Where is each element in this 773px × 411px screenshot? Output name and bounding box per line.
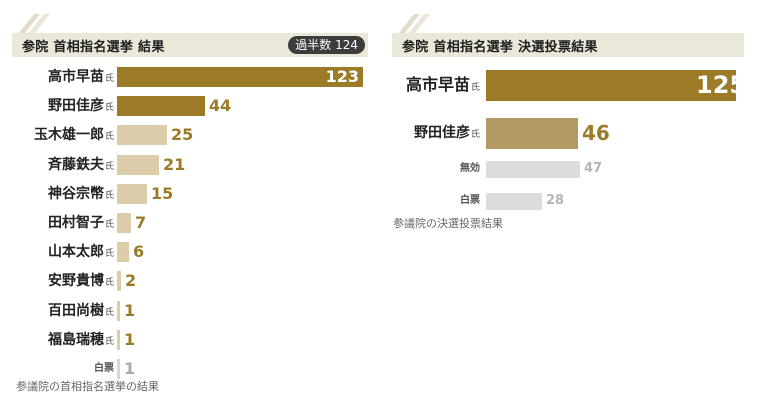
vote-count-label: 25 bbox=[171, 125, 194, 145]
candidate-name: 白票 bbox=[94, 357, 114, 381]
bar-row: 百田尚樹氏 1 bbox=[12, 299, 370, 323]
honorific-suffix: 氏 bbox=[104, 190, 114, 201]
honorific-suffix: 氏 bbox=[104, 336, 114, 347]
runoff-panel: 参院 首相指名選挙 決選投票結果 高市早苗氏 125 野田佳彦氏 46 無効 47 白票 28… bbox=[392, 10, 748, 240]
vote-count-label: 2 bbox=[125, 271, 137, 291]
vote-count-label: 1 bbox=[124, 359, 136, 378]
candidate-label: 神谷宗幣 bbox=[47, 185, 104, 202]
candidate-label: 野田佳彦 bbox=[47, 98, 104, 115]
bar-row: 山本太郎氏 6 bbox=[12, 240, 370, 264]
vote-count-label: 7 bbox=[135, 213, 147, 232]
candidate-label: 田村智子 bbox=[47, 215, 104, 231]
candidate-name: 高市早苗氏 bbox=[48, 65, 114, 91]
candidate-label: 白票 bbox=[94, 363, 114, 374]
chart-title-bar: 参院 首相指名選挙 決選投票結果 bbox=[392, 33, 744, 57]
candidate-name: 野田佳彦氏 bbox=[414, 116, 480, 152]
bar bbox=[117, 300, 120, 321]
honorific-suffix: 氏 bbox=[470, 130, 480, 140]
honorific-suffix: 氏 bbox=[104, 220, 114, 230]
header-ornament-icon bbox=[398, 14, 430, 34]
vote-count-label: 1 bbox=[124, 329, 136, 349]
bar-row: 安野貴博氏 2 bbox=[12, 269, 370, 293]
chart-title-bar: 参院 首相指名選挙 結果 過半数 124 bbox=[12, 33, 368, 57]
bar-row: 白票 1 bbox=[12, 357, 370, 381]
vote-count-label: 1 bbox=[124, 300, 136, 320]
candidate-name: 高市早苗氏 bbox=[406, 67, 480, 106]
bar-row: 斉藤鉄夫氏 21 bbox=[12, 153, 370, 177]
majority-badge: 過半数 124 bbox=[288, 36, 365, 54]
candidate-name: 田村智子氏 bbox=[48, 211, 114, 237]
candidate-name: 百田尚樹氏 bbox=[48, 299, 114, 325]
vote-count-label: 15 bbox=[151, 183, 174, 203]
honorific-suffix: 氏 bbox=[104, 307, 114, 318]
chart-caption: 参議院の首相指名選挙の結果 bbox=[16, 380, 159, 393]
candidate-label: 安野貴博 bbox=[47, 273, 104, 290]
bar bbox=[117, 183, 147, 204]
candidate-label: 無効 bbox=[460, 163, 480, 174]
bar bbox=[117, 359, 120, 379]
vote-count-label: 6 bbox=[133, 242, 145, 262]
candidate-name: 白票 bbox=[460, 190, 480, 212]
vote-count-label: 125 bbox=[696, 71, 747, 99]
vote-count-label: 21 bbox=[163, 154, 186, 174]
bar bbox=[117, 154, 159, 175]
bar bbox=[117, 329, 120, 350]
bar-row: 高市早苗氏 125 bbox=[392, 67, 750, 103]
candidate-label: 高市早苗 bbox=[405, 75, 470, 94]
candidate-label: 玉木雄一郎 bbox=[33, 127, 104, 144]
honorific-suffix: 氏 bbox=[104, 74, 114, 84]
header-ornament-icon bbox=[18, 14, 50, 34]
candidate-label: 百田尚樹 bbox=[47, 302, 104, 319]
bar-row: 白票 28 bbox=[392, 190, 750, 212]
honorific-suffix: 氏 bbox=[104, 249, 114, 260]
first-round-panel: 参院 首相指名選挙 結果 過半数 124 高市早苗氏 123 野田佳彦氏 44 玉木雄一… bbox=[12, 10, 370, 400]
vote-count-label: 44 bbox=[209, 96, 232, 116]
bar-row: 田村智子氏 7 bbox=[12, 211, 370, 235]
bar bbox=[117, 125, 167, 146]
bar bbox=[117, 96, 205, 117]
bar-row: 野田佳彦氏 44 bbox=[12, 94, 370, 118]
vote-count-label: 28 bbox=[546, 193, 565, 208]
candidate-name: 福島瑞穂氏 bbox=[48, 328, 114, 354]
candidate-name: 玉木雄一郎氏 bbox=[34, 123, 114, 149]
candidate-label: 野田佳彦 bbox=[413, 125, 470, 141]
candidate-label: 白票 bbox=[460, 195, 480, 206]
candidate-name: 無効 bbox=[460, 158, 480, 180]
candidate-name: 山本太郎氏 bbox=[48, 240, 114, 266]
honorific-suffix: 氏 bbox=[104, 132, 114, 143]
bar-row: 福島瑞穂氏 1 bbox=[12, 328, 370, 352]
chart-title: 参院 首相指名選挙 決選投票結果 bbox=[402, 39, 598, 55]
vote-count-label: 123 bbox=[325, 67, 359, 86]
bar bbox=[117, 67, 363, 87]
bar bbox=[117, 213, 131, 233]
bar bbox=[486, 160, 580, 178]
chart-caption: 参議院の決選投票結果 bbox=[393, 217, 503, 230]
bar bbox=[486, 192, 542, 210]
honorific-suffix: 氏 bbox=[104, 161, 114, 172]
candidate-name: 野田佳彦氏 bbox=[48, 94, 114, 120]
vote-count-label: 46 bbox=[582, 121, 610, 145]
honorific-suffix: 氏 bbox=[104, 278, 114, 289]
honorific-suffix: 氏 bbox=[470, 83, 480, 93]
bar-row: 神谷宗幣氏 15 bbox=[12, 182, 370, 206]
candidate-label: 山本太郎 bbox=[47, 244, 104, 261]
bar bbox=[117, 271, 121, 292]
candidate-label: 斉藤鉄夫 bbox=[47, 156, 104, 173]
bar-row: 玉木雄一郎氏 25 bbox=[12, 123, 370, 147]
candidate-label: 福島瑞穂 bbox=[47, 331, 104, 348]
bar bbox=[117, 242, 129, 263]
bar-row: 高市早苗氏 123 bbox=[12, 65, 370, 89]
candidate-name: 斉藤鉄夫氏 bbox=[48, 153, 114, 179]
bar-row: 野田佳彦氏 46 bbox=[392, 116, 750, 150]
vote-count-label: 47 bbox=[584, 161, 603, 176]
candidate-name: 神谷宗幣氏 bbox=[48, 182, 114, 208]
chart-title: 参院 首相指名選挙 結果 bbox=[22, 39, 165, 55]
bar bbox=[486, 69, 736, 101]
honorific-suffix: 氏 bbox=[104, 103, 114, 114]
bar bbox=[486, 117, 578, 149]
candidate-label: 高市早苗 bbox=[47, 69, 104, 85]
bar-row: 無効 47 bbox=[392, 158, 750, 180]
candidate-name: 安野貴博氏 bbox=[48, 269, 114, 295]
